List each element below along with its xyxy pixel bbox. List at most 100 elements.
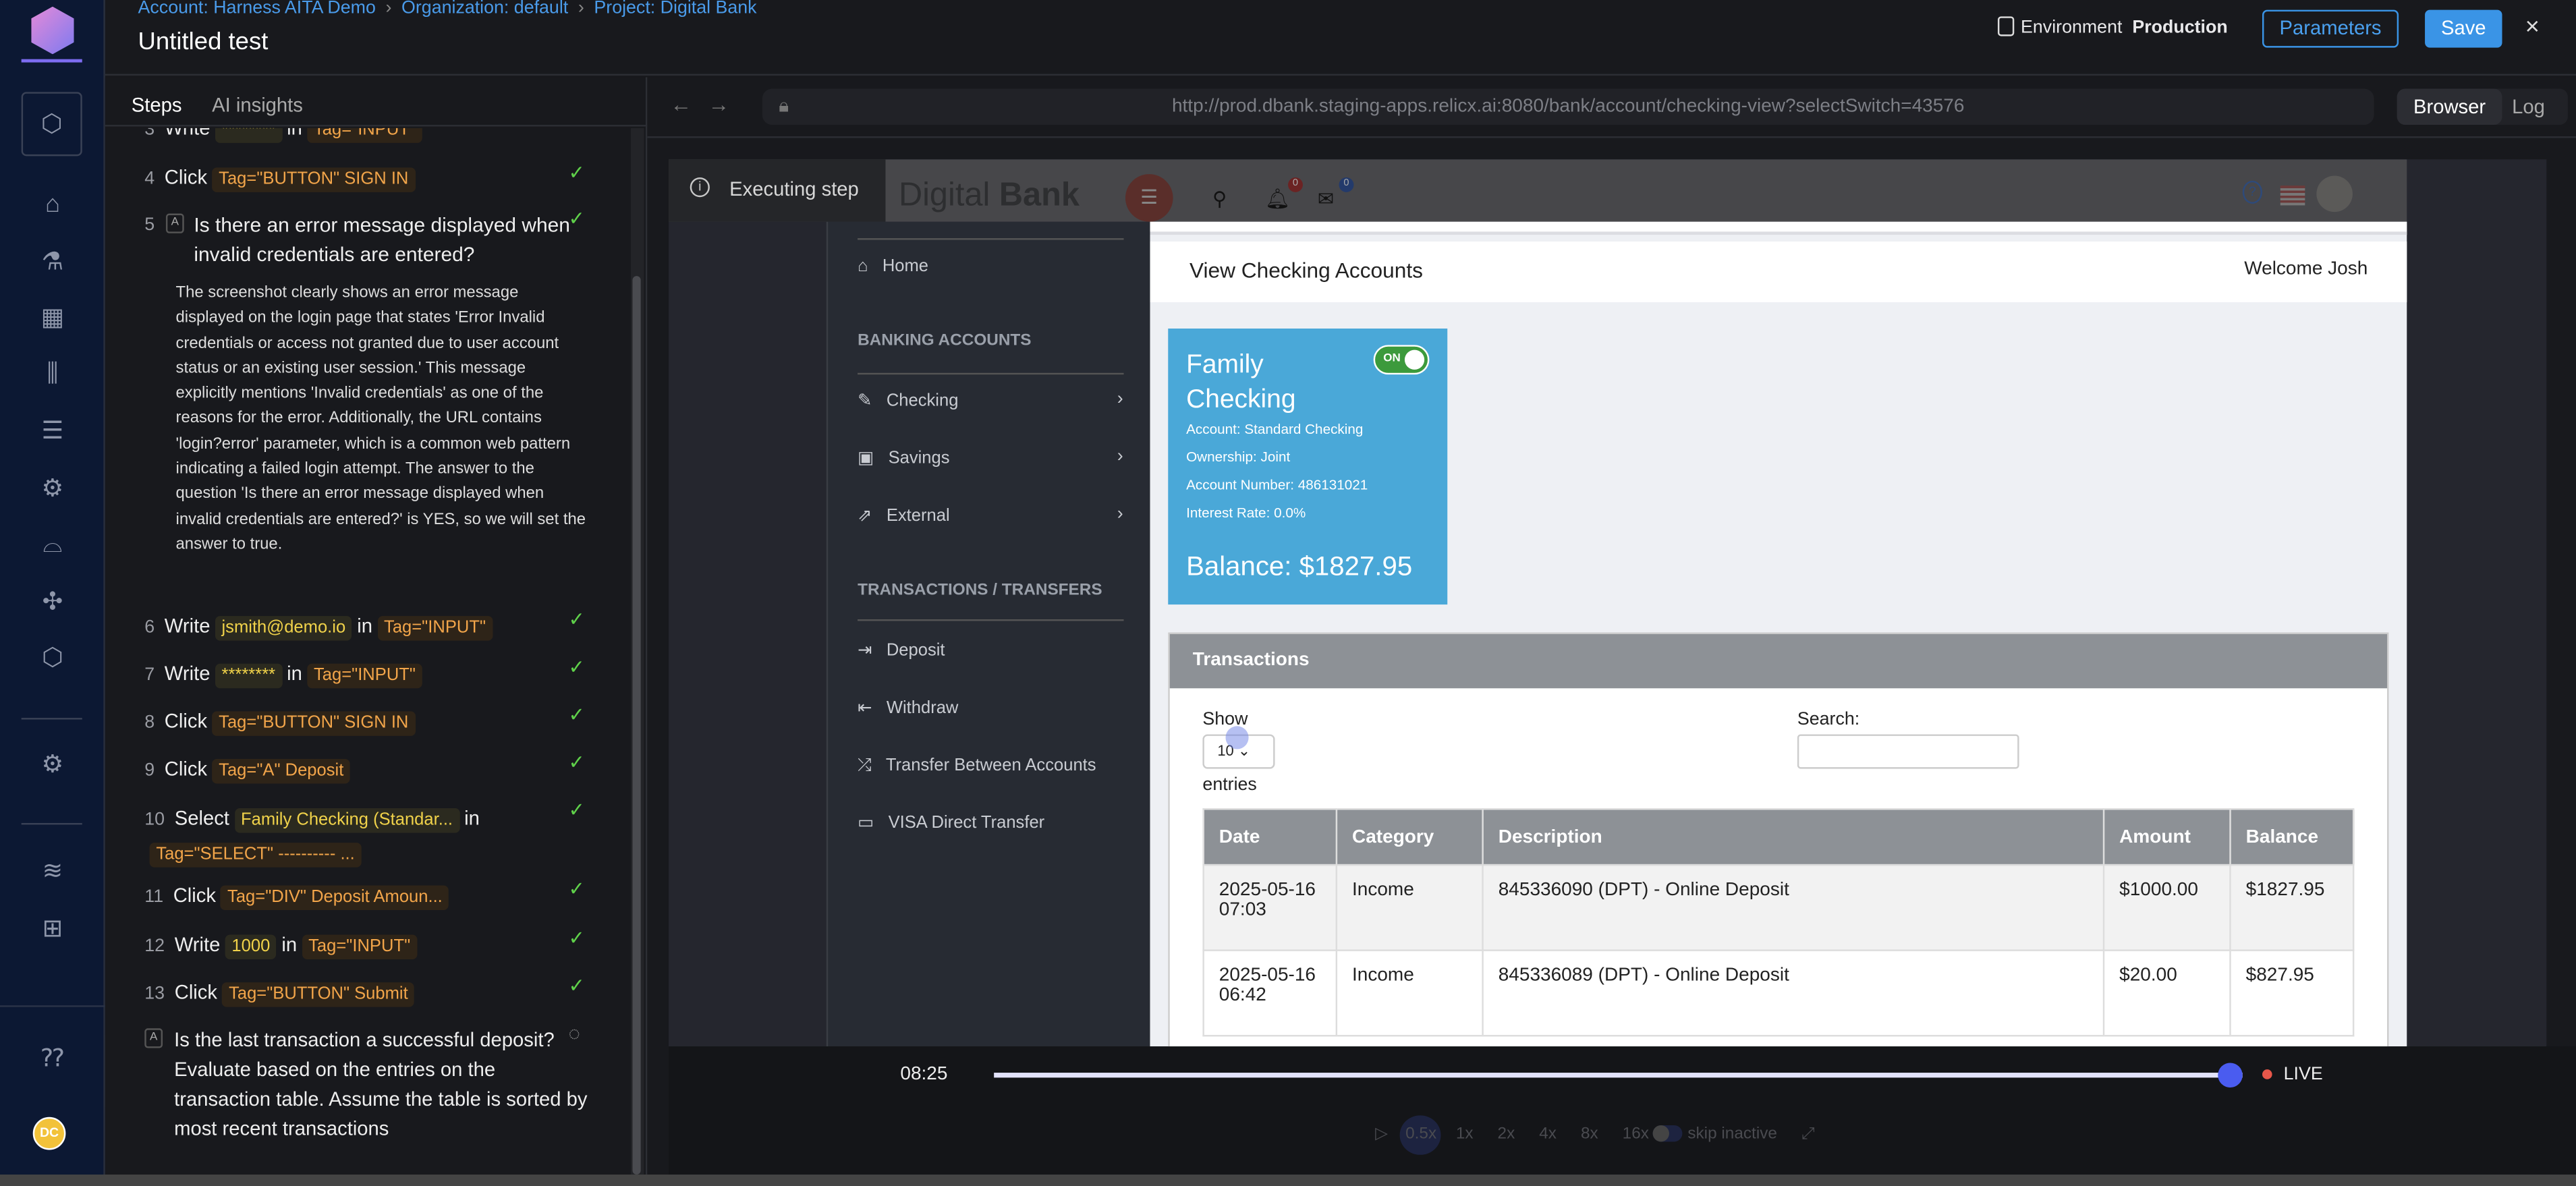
speed-1x[interactable]: 1x [1455, 1125, 1474, 1143]
bars-icon[interactable]: ⫼ [47, 360, 59, 388]
info-icon: i [690, 177, 710, 198]
close-icon[interactable]: × [2525, 13, 2540, 41]
forward-icon[interactable]: → [708, 92, 730, 117]
rocket-icon[interactable]: ⌓ [43, 530, 63, 559]
step-14-running[interactable]: A Is the last transaction a successful de… [144, 1025, 588, 1143]
speed-4x[interactable]: 4x [1539, 1125, 1557, 1143]
step-9[interactable]: 9 Click Tag="A" Deposit [144, 754, 588, 785]
cell-amount: $1000.00 [2102, 864, 2231, 951]
bank-logo[interactable]: Digital Bank [898, 177, 1080, 214]
cell-date: 2025-05-16 06:42 [1202, 949, 1338, 1037]
breadcrumb-account[interactable]: Account: Harness AITA Demo [138, 0, 376, 18]
replay-player: 08:25 LIVE ▷ 0.5x 1x 2x 4x 8x 16x skip i… [669, 1046, 2576, 1175]
timeline-slider[interactable] [994, 1063, 2243, 1088]
tab-steps[interactable]: Steps [131, 93, 182, 117]
parameters-button[interactable]: Parameters [2262, 9, 2399, 48]
account-balance: Balance: $1827.95 [1186, 552, 1413, 582]
url-bar[interactable]: 🔒︎ http://prod.dbank.staging-apps.relicx.… [762, 88, 2374, 125]
steps-panel: Steps AI insights 3 Write ******** in Tag="I… [105, 77, 648, 1175]
avatar[interactable]: DC [32, 1117, 66, 1150]
lock-icon: 🔒︎ [779, 96, 789, 117]
search-icon[interactable]: ⚲ [1212, 187, 1227, 210]
col-category[interactable]: Category [1335, 808, 1484, 866]
col-balance[interactable]: Balance [2229, 808, 2355, 866]
welcome-text: Welcome Josh [2244, 259, 2368, 279]
account-toggle[interactable]: ON [1373, 345, 1430, 375]
step-11[interactable]: 11 Click Tag="DIV" Deposit Amoun... [144, 880, 588, 911]
nav-savings[interactable]: ▣ Savings [858, 448, 950, 468]
nav-external[interactable]: ⇗ External [858, 505, 950, 526]
harness-logo[interactable] [31, 6, 74, 55]
us-flag-icon[interactable] [2280, 186, 2305, 206]
environment-value: Production [2132, 18, 2228, 38]
step-6[interactable]: 6 Write jsmith@demo.io in Tag="INPUT" [144, 611, 588, 642]
help-chat-icon[interactable]: ⁇ [41, 1044, 64, 1073]
list-icon[interactable]: ☰ [41, 417, 64, 445]
bell-icon[interactable]: 🔔︎ 0 [1265, 177, 1303, 210]
check-icon: ✓ [568, 655, 586, 679]
nav-deposit[interactable]: ⇥ Deposit [858, 640, 945, 660]
account-card[interactable]: Family Checking ON Account: Standard Che… [1168, 329, 1448, 605]
tab-browser[interactable]: Browser [2397, 88, 2502, 125]
speed-8x[interactable]: 8x [1580, 1125, 1598, 1143]
grid-icon[interactable]: ▦ [40, 304, 65, 332]
step-3[interactable]: 3 Write ******** in Tag="INPUT" [144, 128, 588, 144]
link-icon[interactable]: ⬡ [41, 644, 63, 672]
col-amount[interactable]: Amount [2102, 808, 2231, 866]
box-icon-button[interactable]: ⬡ [21, 92, 82, 157]
mail-icon[interactable]: ✉ 0 [1318, 177, 1354, 210]
browser-viewport[interactable]: Digital Bank ☰ ⚲ 🔔︎ 0 ✉ 0 ? i Executing st… [669, 159, 2547, 1047]
speed-0-5x[interactable]: 0.5x [1400, 1115, 1442, 1155]
cell-description: 845336090 (DPT) - Online Deposit [1482, 864, 2105, 951]
back-icon[interactable]: ← [670, 92, 692, 117]
menu-toggle-icon[interactable]: ☰ [1125, 174, 1173, 222]
gear-icon[interactable]: ⚙ [41, 474, 64, 503]
flask-icon[interactable]: ⚗ [41, 248, 64, 277]
user-avatar[interactable] [2316, 175, 2353, 213]
settings-icon[interactable]: ⚙ [41, 750, 64, 779]
cell-category: Income [1335, 864, 1484, 951]
scrollbar[interactable] [631, 128, 644, 1175]
layers-gear-icon[interactable]: ≋ [42, 857, 63, 886]
transactions-header: Transactions [1169, 633, 2388, 689]
page-title[interactable]: Untitled test [138, 28, 269, 56]
timeline-knob[interactable] [2218, 1063, 2243, 1088]
transactions-panel: Transactions Show 10 ⌄ entries Search: D… [1168, 632, 2389, 1047]
step-7[interactable]: 7 Write ******** in Tag="INPUT" [144, 658, 588, 689]
speed-16x[interactable]: 16x [1622, 1125, 1649, 1143]
home-icon[interactable]: ⌂ [45, 190, 60, 219]
save-button[interactable]: Save [2425, 9, 2502, 48]
step-13[interactable]: 13 Click Tag="BUTTON" Submit [144, 978, 588, 1009]
puzzle-icon[interactable]: ✣ [42, 588, 63, 617]
step-10[interactable]: 10 Select Family Checking (Standar... in Tag… [144, 801, 588, 869]
nav-transfer[interactable]: ⤮ Transfer Between Accounts [858, 756, 1096, 776]
play-icon[interactable]: ▷ [1375, 1125, 1388, 1143]
url-text: http://prod.dbank.staging-apps.relicx.ai… [1171, 96, 1965, 117]
step-4[interactable]: 4 Click Tag="BUTTON" SIGN IN [144, 163, 588, 194]
col-description[interactable]: Description [1482, 808, 2105, 866]
cell-balance: $1827.95 [2229, 864, 2355, 951]
bank-header: Digital Bank ☰ ⚲ 🔔︎ 0 ✉ 0 ? [669, 159, 2407, 222]
step-12[interactable]: 12 Write 1000 in Tag="INPUT" [144, 930, 588, 961]
speed-2x[interactable]: 2x [1497, 1125, 1515, 1143]
skip-inactive-toggle[interactable] [1653, 1125, 1683, 1143]
nav-home[interactable]: ⌂ Home [858, 256, 929, 277]
live-label[interactable]: LIVE [2283, 1064, 2323, 1085]
step-5[interactable]: 5 A Is there an error message displayed … [144, 213, 570, 266]
search-input[interactable] [1797, 734, 2019, 769]
help-icon[interactable]: ? [2242, 180, 2262, 204]
breadcrumb-org[interactable]: Organization: default [401, 0, 569, 18]
browser-panel: ← → 🔒︎ http://prod.dbank.staging-apps.rel… [647, 77, 2576, 1175]
tab-log[interactable]: Log [2512, 95, 2545, 119]
environment-selector[interactable]: Environment Production [1997, 16, 2228, 38]
tab-ai-insights[interactable]: AI insights [212, 93, 303, 117]
nav-withdraw[interactable]: ⇤ Withdraw [858, 698, 959, 718]
breadcrumb-project[interactable]: Project: Digital Bank [594, 0, 757, 18]
app-rail: ⬡ ⌂ ⚗ ▦ ⫼ ☰ ⚙ ⌓ ✣ ⬡ ⚙ ≋ ⊞ ⁇ DC ▶ [0, 0, 123, 1186]
col-date[interactable]: Date [1202, 808, 1338, 866]
nav-visa[interactable]: ▭ VISA Direct Transfer [858, 813, 1045, 833]
network-gear-icon[interactable]: ⊞ [42, 915, 63, 943]
fullscreen-icon[interactable]: ⤢ [1801, 1125, 1815, 1143]
nav-checking[interactable]: ✎ Checking [858, 391, 959, 411]
step-8[interactable]: 8 Click Tag="BUTTON" SIGN IN [144, 706, 588, 737]
